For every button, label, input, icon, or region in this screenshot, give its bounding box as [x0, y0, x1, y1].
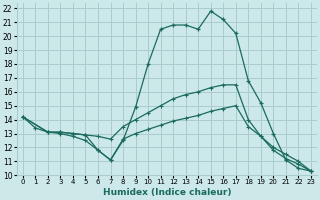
X-axis label: Humidex (Indice chaleur): Humidex (Indice chaleur): [103, 188, 231, 197]
